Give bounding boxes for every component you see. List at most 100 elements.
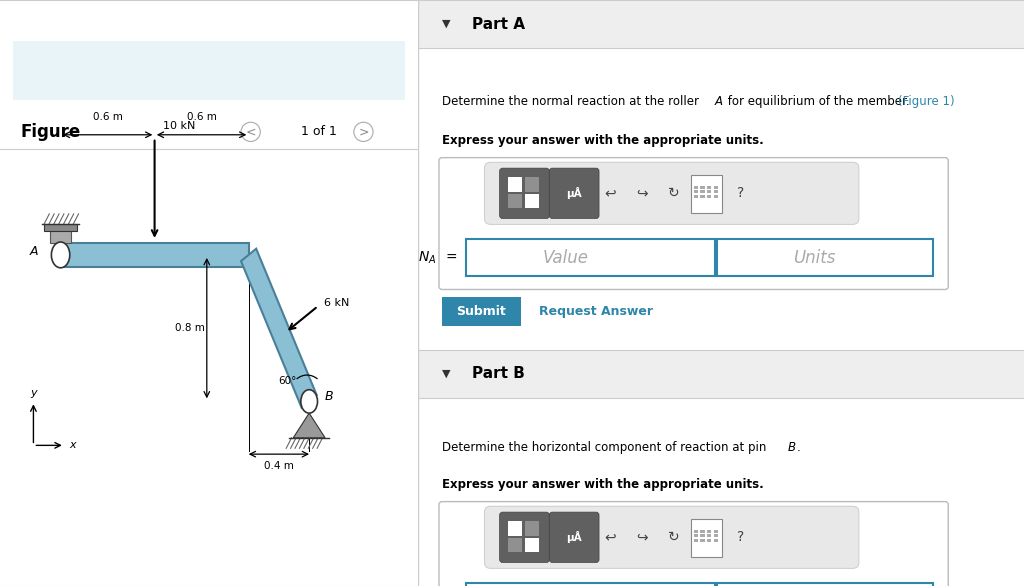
FancyBboxPatch shape — [500, 168, 549, 219]
Bar — [707, 195, 712, 198]
Text: Request Answer: Request Answer — [539, 305, 653, 318]
Text: >: > — [358, 125, 369, 138]
Bar — [508, 522, 522, 536]
Text: 1 of 1: 1 of 1 — [301, 125, 337, 138]
Bar — [707, 534, 712, 537]
FancyBboxPatch shape — [484, 506, 859, 568]
Text: 0.6 m: 0.6 m — [186, 112, 216, 122]
Text: ↩: ↩ — [604, 186, 615, 200]
FancyBboxPatch shape — [500, 512, 549, 563]
Text: B: B — [325, 390, 334, 403]
Bar — [700, 195, 705, 198]
Text: B: B — [787, 441, 796, 454]
Text: =: = — [445, 251, 457, 264]
Circle shape — [301, 390, 317, 413]
Text: 10 kN: 10 kN — [163, 121, 196, 131]
Text: ▼: ▼ — [442, 369, 451, 379]
Text: Determine the horizontal component of reaction at pin: Determine the horizontal component of re… — [442, 441, 770, 454]
Bar — [693, 186, 698, 189]
Bar — [508, 538, 522, 552]
Text: $N_A$: $N_A$ — [418, 250, 436, 266]
FancyBboxPatch shape — [439, 158, 948, 289]
Bar — [524, 538, 539, 552]
Bar — [714, 190, 718, 193]
Bar — [524, 194, 539, 208]
Bar — [707, 530, 712, 533]
Text: Express your answer with the appropriate units.: Express your answer with the appropriate… — [442, 478, 764, 490]
Text: ↻: ↻ — [668, 530, 680, 544]
Text: x: x — [69, 440, 76, 451]
Text: ?: ? — [736, 186, 743, 200]
Bar — [707, 186, 712, 189]
Bar — [50, 230, 71, 243]
FancyBboxPatch shape — [466, 582, 716, 586]
Text: 0.8 m: 0.8 m — [175, 323, 205, 333]
Text: μÅ: μÅ — [566, 188, 582, 199]
FancyBboxPatch shape — [418, 350, 1024, 398]
FancyBboxPatch shape — [439, 502, 948, 586]
Bar — [693, 530, 698, 533]
Bar — [700, 539, 705, 542]
Text: Determine the normal reaction at the roller: Determine the normal reaction at the rol… — [442, 96, 702, 108]
Text: 60°: 60° — [278, 376, 296, 386]
FancyBboxPatch shape — [690, 175, 722, 213]
Bar — [508, 178, 522, 192]
Bar — [700, 186, 705, 189]
Text: for equilibrium of the member.: for equilibrium of the member. — [724, 96, 909, 108]
FancyBboxPatch shape — [717, 239, 933, 277]
Polygon shape — [241, 248, 316, 408]
Bar — [524, 522, 539, 536]
Text: 6 kN: 6 kN — [325, 298, 349, 308]
FancyBboxPatch shape — [549, 168, 599, 219]
FancyBboxPatch shape — [466, 239, 716, 277]
Bar — [693, 190, 698, 193]
Text: Express your answer with the appropriate units.: Express your answer with the appropriate… — [442, 134, 764, 146]
Text: Units: Units — [794, 248, 836, 267]
Bar — [714, 195, 718, 198]
Bar — [714, 534, 718, 537]
Bar — [44, 224, 77, 231]
Text: A: A — [30, 246, 38, 258]
Text: (Figure 1): (Figure 1) — [898, 96, 954, 108]
Bar — [700, 530, 705, 533]
Bar — [693, 539, 698, 542]
FancyBboxPatch shape — [484, 162, 859, 224]
Bar — [700, 190, 705, 193]
FancyBboxPatch shape — [690, 519, 722, 557]
Bar — [714, 539, 718, 542]
Text: Value: Value — [543, 248, 589, 267]
Bar — [700, 534, 705, 537]
Text: ↻: ↻ — [668, 186, 680, 200]
Text: ↩: ↩ — [604, 530, 615, 544]
Circle shape — [51, 242, 70, 268]
Text: y: y — [30, 387, 37, 397]
Text: ↪: ↪ — [636, 530, 648, 544]
Bar — [508, 194, 522, 208]
Bar — [707, 190, 712, 193]
Text: Part B: Part B — [472, 366, 525, 381]
FancyBboxPatch shape — [442, 297, 521, 326]
Text: ?: ? — [736, 530, 743, 544]
Text: A: A — [715, 96, 723, 108]
Bar — [693, 534, 698, 537]
Text: 0.4 m: 0.4 m — [264, 461, 294, 471]
Text: .: . — [797, 441, 801, 454]
FancyBboxPatch shape — [418, 0, 1024, 48]
Bar — [707, 539, 712, 542]
FancyBboxPatch shape — [12, 41, 406, 100]
Polygon shape — [60, 243, 249, 267]
Text: ↪: ↪ — [636, 186, 648, 200]
Text: <: < — [246, 125, 256, 138]
Text: ▼: ▼ — [442, 19, 451, 29]
Polygon shape — [293, 413, 325, 438]
Bar — [524, 178, 539, 192]
Text: 0.6 m: 0.6 m — [92, 112, 123, 122]
FancyBboxPatch shape — [717, 582, 933, 586]
FancyBboxPatch shape — [549, 512, 599, 563]
Text: Submit: Submit — [457, 305, 506, 318]
Text: μÅ: μÅ — [566, 532, 582, 543]
Text: Figure: Figure — [20, 123, 81, 141]
Bar — [714, 530, 718, 533]
Bar — [693, 195, 698, 198]
Text: Part A: Part A — [472, 16, 525, 32]
